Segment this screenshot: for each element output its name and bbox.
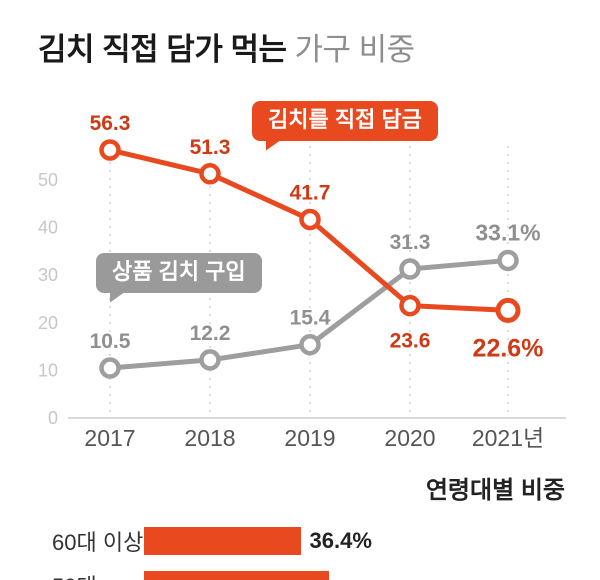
legend-purchase-label: 상품 김치 구입: [112, 259, 246, 284]
data-point-marker: [99, 139, 121, 161]
data-point-marker: [99, 357, 121, 379]
age-row-bar: [144, 571, 329, 580]
x-tick-label: 2018: [184, 425, 235, 451]
x-tick-label: 2021년: [472, 425, 544, 451]
legend-purchase-badge: 상품 김치 구입: [96, 253, 262, 303]
data-point-marker: [495, 297, 521, 323]
page-title-sub: 가구 비중: [294, 32, 416, 67]
value-label: 15.4: [290, 307, 331, 330]
value-label: 56.3: [90, 112, 131, 135]
data-point-marker: [399, 258, 421, 280]
line-chart-canvas: 0 10 20 30 40 50 2017 2018 2019 2020 2021년 10.5 12.2…: [38, 112, 566, 451]
value-label: 41.7: [290, 182, 331, 205]
line-chart: 0 10 20 30 40 50 2017 2018 2019 2020 2021년 10.5 12.2…: [0, 88, 600, 458]
legend-direct-badge: 김치를 직접 담금: [252, 101, 438, 151]
data-point-marker: [199, 163, 221, 185]
age-row-label: 60대 이상: [52, 530, 144, 555]
x-tick-label: 2020: [384, 425, 435, 451]
data-point-marker: [299, 208, 321, 231]
y-tick-label: 0: [48, 408, 58, 428]
y-tick-label: 20: [38, 313, 58, 333]
age-section-heading: 연령대별 비중: [425, 477, 565, 504]
y-tick-label: 30: [38, 265, 58, 285]
value-label: 31.3: [390, 231, 431, 254]
age-row: 60대 이상 36.4%: [0, 526, 600, 556]
y-tick-label: 10: [38, 360, 58, 380]
x-tick-label: 2017: [84, 425, 135, 451]
legend-direct-label: 김치를 직접 담금: [268, 107, 422, 132]
age-bar-chart: 60대 이상 36.4% 50대: [0, 526, 600, 580]
data-point-marker: [299, 333, 321, 356]
value-label: 12.2: [190, 322, 231, 345]
y-tick-label: 40: [38, 218, 58, 238]
age-row: 50대: [0, 570, 600, 580]
x-tick-label: 2019: [284, 425, 335, 451]
value-label: 23.6: [390, 330, 431, 353]
age-row-bar: [144, 527, 301, 555]
age-row-value: 36.4%: [309, 528, 372, 553]
value-label: 10.5: [90, 330, 131, 353]
data-point-marker: [199, 349, 221, 371]
y-tick-label: 50: [38, 170, 58, 190]
page-title-main: 김치 직접 담가 먹는: [38, 32, 287, 67]
data-point-marker: [497, 249, 519, 272]
value-label: 22.6%: [473, 334, 544, 362]
value-label: 51.3: [190, 136, 231, 159]
age-row-label: 50대: [52, 569, 144, 580]
data-point-marker: [399, 294, 421, 317]
page-title: 김치 직접 담가 먹는 가구 비중: [38, 24, 415, 69]
value-label: 33.1%: [475, 219, 540, 245]
